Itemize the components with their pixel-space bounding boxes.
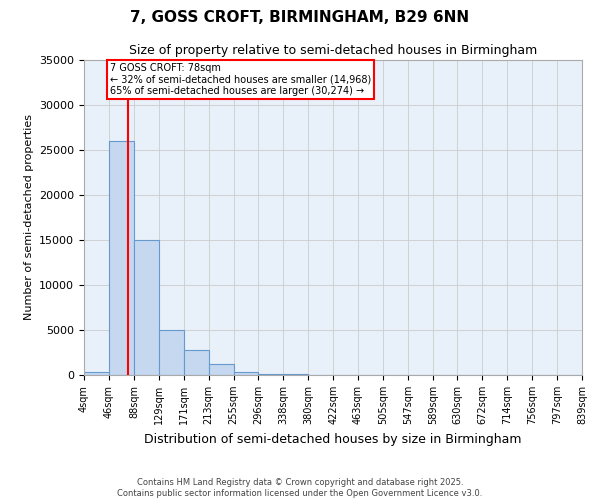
Bar bbox=[184, 350, 209, 375]
Bar bbox=[84, 372, 109, 375]
X-axis label: Distribution of semi-detached houses by size in Birmingham: Distribution of semi-detached houses by … bbox=[144, 432, 522, 446]
Bar bbox=[283, 374, 308, 375]
Y-axis label: Number of semi-detached properties: Number of semi-detached properties bbox=[23, 114, 34, 320]
Bar bbox=[209, 364, 233, 375]
Bar bbox=[158, 330, 184, 375]
Text: 7 GOSS CROFT: 78sqm
← 32% of semi-detached houses are smaller (14,968)
65% of se: 7 GOSS CROFT: 78sqm ← 32% of semi-detach… bbox=[110, 63, 371, 96]
Text: Contains HM Land Registry data © Crown copyright and database right 2025.
Contai: Contains HM Land Registry data © Crown c… bbox=[118, 478, 482, 498]
Title: Size of property relative to semi-detached houses in Birmingham: Size of property relative to semi-detach… bbox=[129, 44, 537, 58]
Bar bbox=[233, 372, 258, 375]
Bar bbox=[134, 240, 158, 375]
Bar bbox=[109, 141, 134, 375]
Bar bbox=[258, 374, 283, 375]
Text: 7, GOSS CROFT, BIRMINGHAM, B29 6NN: 7, GOSS CROFT, BIRMINGHAM, B29 6NN bbox=[130, 10, 470, 25]
